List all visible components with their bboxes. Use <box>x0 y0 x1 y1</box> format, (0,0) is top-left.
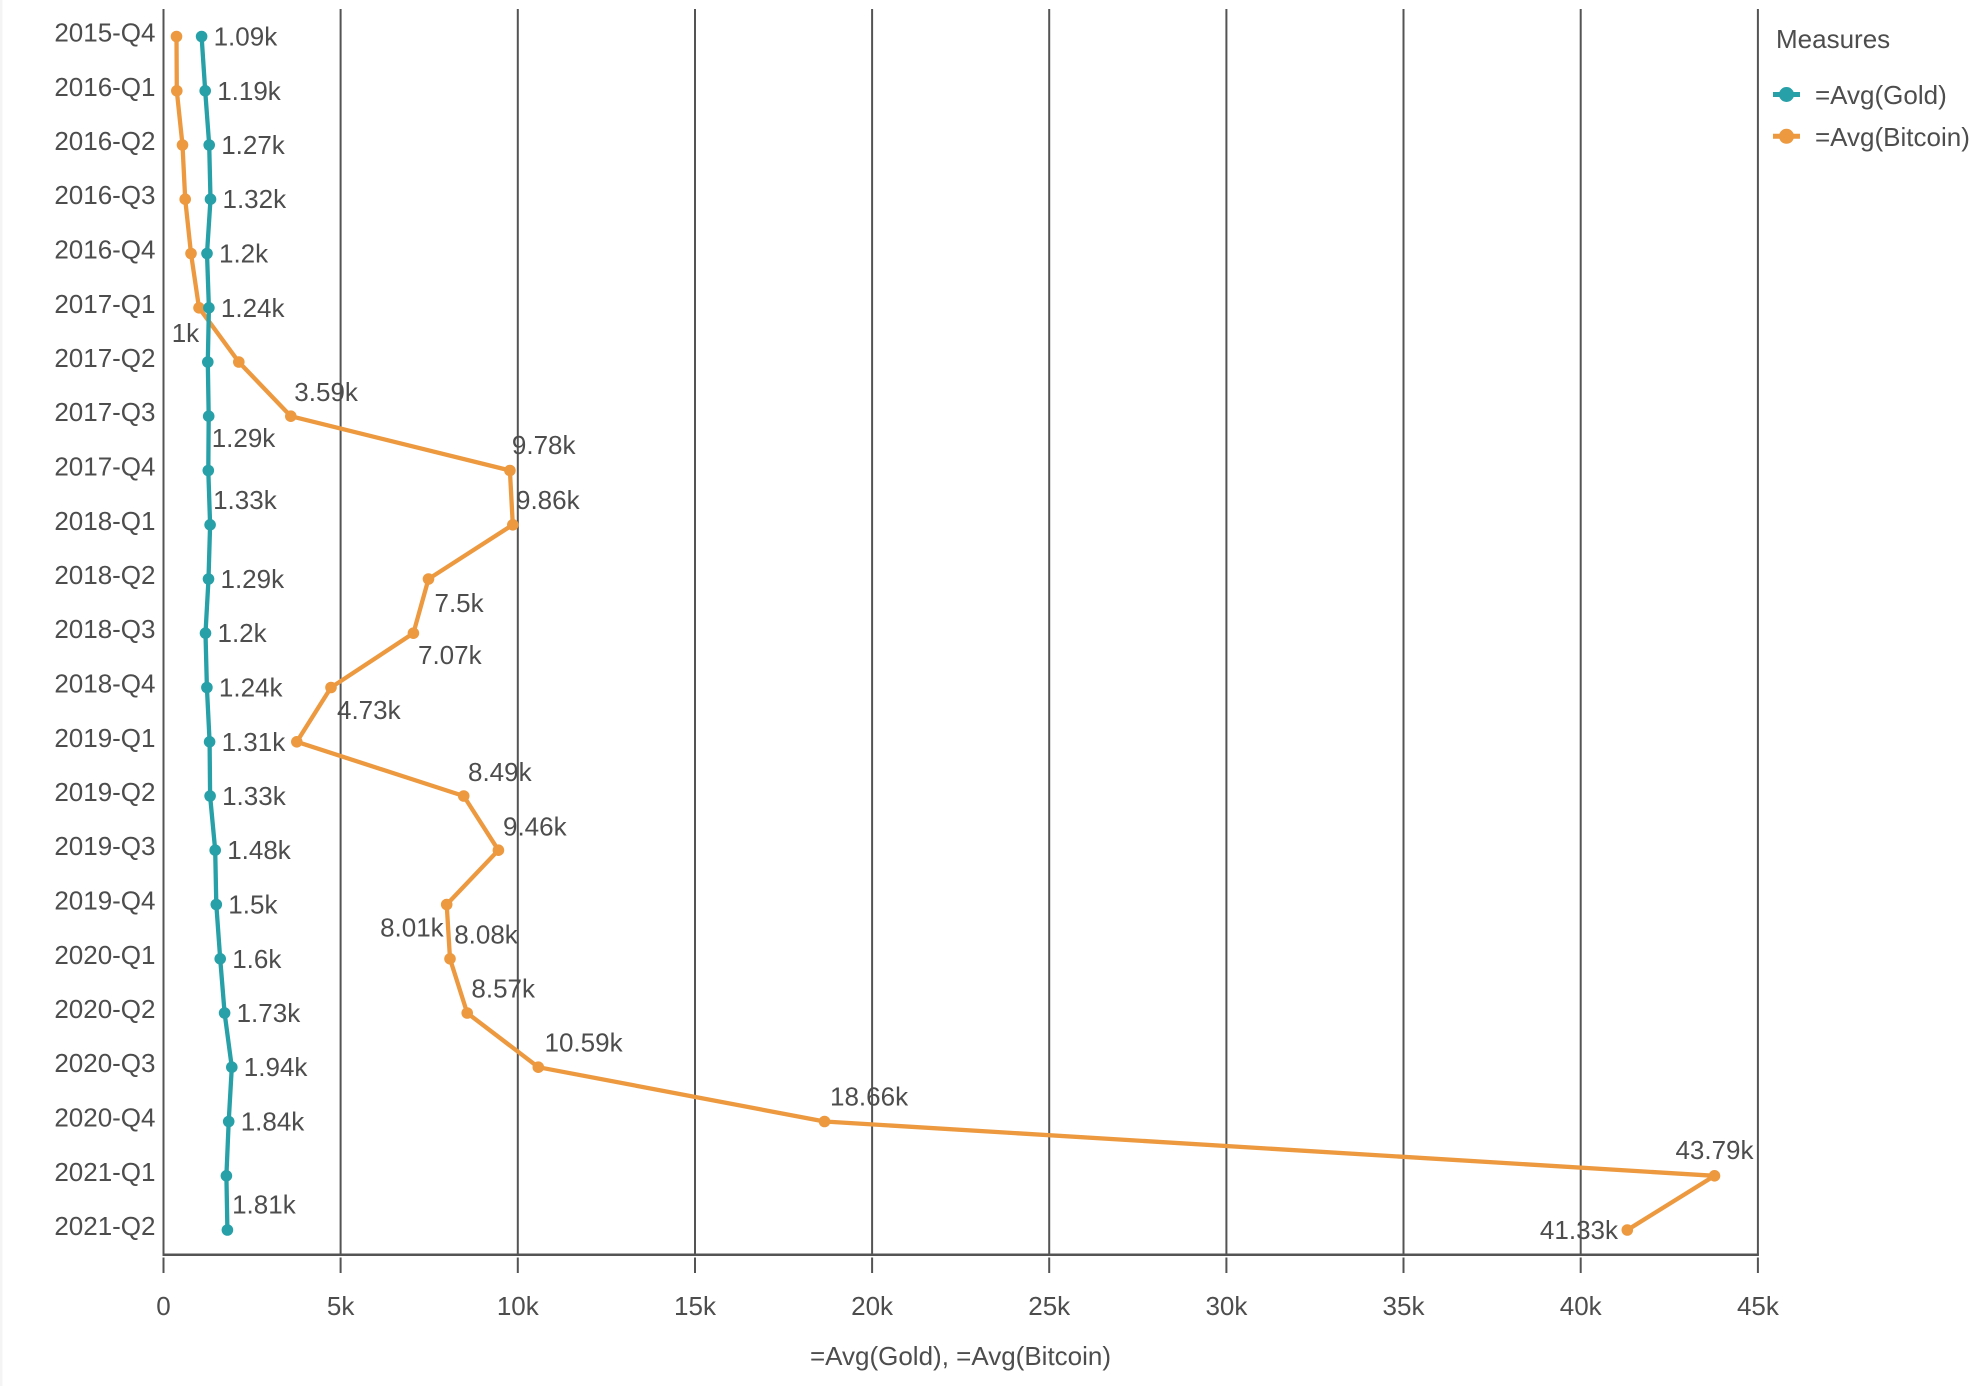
svg-text:1.81k: 1.81k <box>232 1190 297 1220</box>
svg-text:1.19k: 1.19k <box>217 76 282 106</box>
svg-text:2020-Q3: 2020-Q3 <box>54 1048 155 1078</box>
svg-text:10.59k: 10.59k <box>545 1028 624 1058</box>
svg-text:2016-Q3: 2016-Q3 <box>54 180 155 210</box>
svg-text:8.49k: 8.49k <box>468 757 533 787</box>
svg-text:2021-Q1: 2021-Q1 <box>54 1157 155 1187</box>
svg-text:2016-Q4: 2016-Q4 <box>54 235 155 265</box>
svg-text:45k: 45k <box>1737 1291 1780 1321</box>
svg-text:1.32k: 1.32k <box>223 184 288 214</box>
svg-text:2019-Q4: 2019-Q4 <box>54 886 155 916</box>
svg-text:15k: 15k <box>674 1291 717 1321</box>
svg-text:1.6k: 1.6k <box>232 944 282 974</box>
svg-text:43.79k: 43.79k <box>1675 1135 1754 1165</box>
svg-text:9.78k: 9.78k <box>512 430 577 460</box>
svg-text:25k: 25k <box>1028 1291 1071 1321</box>
svg-text:3.59k: 3.59k <box>294 377 359 407</box>
svg-text:1.24k: 1.24k <box>221 293 286 323</box>
svg-text:30k: 30k <box>1205 1291 1248 1321</box>
svg-text:2016-Q2: 2016-Q2 <box>54 126 155 156</box>
svg-text:1.33k: 1.33k <box>213 485 278 515</box>
svg-text:0: 0 <box>156 1291 170 1321</box>
svg-text:1.27k: 1.27k <box>221 130 286 160</box>
svg-text:7.07k: 7.07k <box>418 640 483 670</box>
svg-text:2020-Q4: 2020-Q4 <box>54 1103 155 1133</box>
svg-text:18.66k: 18.66k <box>830 1082 909 1112</box>
svg-text:2020-Q2: 2020-Q2 <box>54 994 155 1024</box>
svg-text:1.09k: 1.09k <box>214 22 279 52</box>
svg-text:40k: 40k <box>1560 1291 1603 1321</box>
svg-text:8.01k: 8.01k <box>380 912 445 942</box>
svg-text:1.29k: 1.29k <box>212 423 277 453</box>
svg-text:2021-Q2: 2021-Q2 <box>54 1211 155 1241</box>
svg-text:7.5k: 7.5k <box>435 588 485 618</box>
svg-text:4.73k: 4.73k <box>337 695 402 725</box>
svg-text:2017-Q4: 2017-Q4 <box>54 452 155 482</box>
svg-text:2018-Q4: 2018-Q4 <box>54 669 155 699</box>
svg-text:1.31k: 1.31k <box>222 727 287 757</box>
svg-text:8.57k: 8.57k <box>471 973 536 1003</box>
svg-text:=Avg(Gold): =Avg(Gold) <box>1815 80 1947 110</box>
svg-text:1.29k: 1.29k <box>221 564 286 594</box>
svg-text:1.2k: 1.2k <box>219 239 269 269</box>
svg-text:2015-Q4: 2015-Q4 <box>54 18 155 48</box>
svg-text:2016-Q1: 2016-Q1 <box>54 72 155 102</box>
svg-text:=Avg(Bitcoin): =Avg(Bitcoin) <box>1815 122 1970 152</box>
svg-text:2018-Q1: 2018-Q1 <box>54 506 155 536</box>
svg-text:8.08k: 8.08k <box>454 920 519 950</box>
svg-text:41.33k: 41.33k <box>1540 1215 1619 1245</box>
svg-text:2019-Q3: 2019-Q3 <box>54 831 155 861</box>
svg-text:2020-Q1: 2020-Q1 <box>54 940 155 970</box>
svg-text:1.33k: 1.33k <box>222 781 287 811</box>
svg-text:2017-Q1: 2017-Q1 <box>54 289 155 319</box>
svg-text:2018-Q3: 2018-Q3 <box>54 614 155 644</box>
svg-text:2019-Q2: 2019-Q2 <box>54 777 155 807</box>
svg-text:9.86k: 9.86k <box>516 485 581 515</box>
svg-text:35k: 35k <box>1383 1291 1426 1321</box>
svg-text:20k: 20k <box>851 1291 894 1321</box>
svg-text:1.73k: 1.73k <box>237 998 302 1028</box>
svg-text:Measures: Measures <box>1776 24 1890 54</box>
svg-text:1.94k: 1.94k <box>244 1052 309 1082</box>
svg-text:1.84k: 1.84k <box>241 1107 306 1137</box>
svg-text:1.2k: 1.2k <box>218 618 268 648</box>
svg-text:1.24k: 1.24k <box>219 673 284 703</box>
svg-text:10k: 10k <box>497 1291 540 1321</box>
svg-text:1.48k: 1.48k <box>227 835 292 865</box>
svg-text:1k: 1k <box>172 318 200 348</box>
svg-text:2018-Q2: 2018-Q2 <box>54 560 155 590</box>
svg-text:2017-Q3: 2017-Q3 <box>54 397 155 427</box>
svg-text:2017-Q2: 2017-Q2 <box>54 343 155 373</box>
svg-text:5k: 5k <box>327 1291 355 1321</box>
svg-text:=Avg(Gold), =Avg(Bitcoin): =Avg(Gold), =Avg(Bitcoin) <box>810 1341 1111 1371</box>
svg-text:9.46k: 9.46k <box>503 812 568 842</box>
svg-text:2019-Q1: 2019-Q1 <box>54 723 155 753</box>
svg-text:1.5k: 1.5k <box>228 890 278 920</box>
